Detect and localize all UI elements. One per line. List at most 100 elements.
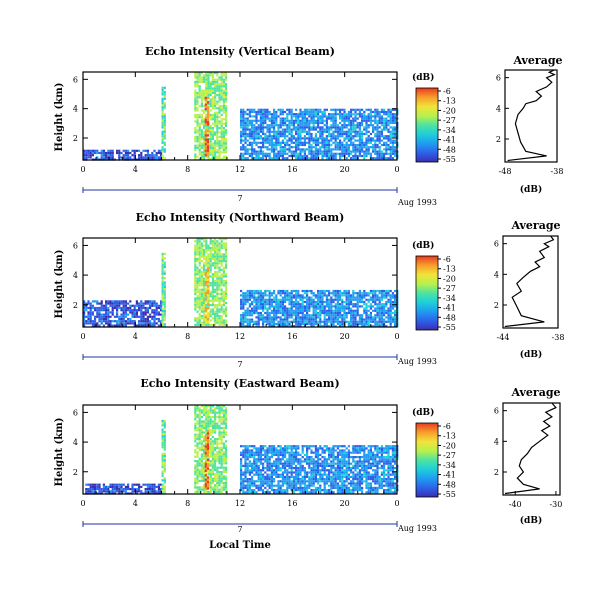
echo-cell — [240, 316, 243, 319]
echo-cell — [365, 108, 368, 111]
echo-cell — [259, 314, 262, 317]
echo-cell — [350, 137, 353, 140]
echo-cell — [330, 152, 333, 155]
echo-cell — [220, 246, 223, 249]
echo-cell — [242, 152, 245, 155]
echo-cell — [354, 126, 357, 129]
echo-cell — [216, 85, 219, 88]
echo-cell — [317, 124, 320, 127]
echo-cell — [295, 108, 298, 111]
echo-cell — [281, 128, 284, 131]
echo-cell — [365, 303, 368, 306]
echo-cell — [279, 117, 282, 120]
echo-cell — [321, 150, 324, 153]
echo-cell — [205, 405, 208, 408]
echo-cell — [198, 479, 201, 482]
echo-cell — [286, 325, 289, 328]
echo-cell — [257, 119, 260, 122]
echo-cell — [194, 288, 197, 291]
echo-cell — [225, 323, 228, 326]
echo-cell — [347, 148, 350, 151]
echo-cell — [205, 268, 208, 271]
echo-cell — [206, 463, 210, 466]
echo-cell — [87, 149, 90, 152]
echo-cell — [295, 289, 298, 293]
echo-cell — [225, 488, 228, 491]
echo-cell — [248, 318, 251, 321]
echo-cell — [330, 132, 333, 136]
echo-cell — [376, 108, 379, 111]
echo-cell — [161, 99, 164, 103]
echo-cell — [198, 407, 201, 410]
echo-cell — [336, 126, 339, 129]
echo-cell — [205, 127, 208, 130]
echo-cell — [253, 152, 256, 155]
echo-cell — [161, 303, 164, 306]
echo-cell — [281, 130, 284, 133]
echo-cell — [303, 150, 306, 153]
echo-cell — [244, 135, 247, 138]
echo-cell — [262, 108, 265, 111]
echo-cell — [161, 137, 164, 140]
echo-cell — [161, 288, 164, 291]
echo-cell — [200, 308, 203, 311]
echo-cell — [295, 305, 298, 308]
echo-cell — [264, 135, 267, 138]
echo-cell — [369, 115, 372, 118]
echo-cell — [211, 488, 214, 491]
echo-cell — [295, 292, 298, 295]
echo-cell — [116, 304, 119, 307]
echo-cell — [317, 316, 320, 319]
echo-cell — [246, 292, 249, 295]
echo-cell — [200, 427, 203, 430]
echo-cell — [352, 305, 355, 308]
echo-cell — [328, 314, 331, 317]
echo-cell — [284, 117, 287, 120]
echo-cell — [385, 292, 388, 295]
echo-cell — [131, 320, 134, 323]
echo-cell — [242, 453, 245, 456]
echo-cell — [206, 461, 210, 464]
echo-cell — [257, 320, 260, 323]
echo-cell — [211, 129, 214, 132]
echo-cell — [216, 271, 219, 274]
echo-cell — [194, 482, 197, 485]
colorbar-tick-label: -27 — [443, 116, 456, 125]
echo-cell — [194, 146, 197, 149]
echo-cell — [216, 446, 219, 449]
y-tick-label: 6 — [73, 241, 78, 250]
echo-cell — [198, 488, 201, 491]
echo-cell — [198, 105, 201, 108]
echo-cell — [220, 242, 223, 245]
echo-cell — [204, 280, 207, 284]
echo-cell — [225, 475, 228, 478]
echo-cell — [356, 309, 359, 312]
echo-cell — [374, 148, 377, 151]
echo-cell — [376, 143, 379, 147]
echo-cell — [163, 314, 166, 317]
echo-cell — [255, 130, 258, 133]
echo-cell — [100, 315, 103, 318]
echo-cell — [279, 320, 282, 323]
echo-cell — [198, 113, 201, 116]
echo-cell — [290, 110, 293, 114]
echo-cell — [163, 121, 166, 125]
echo-cell — [214, 89, 217, 92]
echo-cell — [270, 292, 273, 295]
echo-cell — [303, 320, 306, 323]
echo-cell — [161, 263, 164, 266]
echo-cell — [279, 154, 282, 158]
echo-cell — [253, 130, 256, 133]
echo-cell — [198, 271, 201, 274]
echo-cell — [288, 113, 291, 116]
echo-cell — [83, 300, 86, 303]
echo-cell — [211, 149, 214, 152]
echo-cell — [85, 483, 88, 486]
echo-cell — [225, 94, 228, 97]
echo-cell — [297, 128, 300, 131]
echo-cell — [376, 137, 379, 140]
echo-cell — [259, 110, 262, 114]
echo-cell — [319, 117, 322, 120]
echo-cell — [345, 150, 348, 153]
echo-cell — [259, 311, 262, 315]
